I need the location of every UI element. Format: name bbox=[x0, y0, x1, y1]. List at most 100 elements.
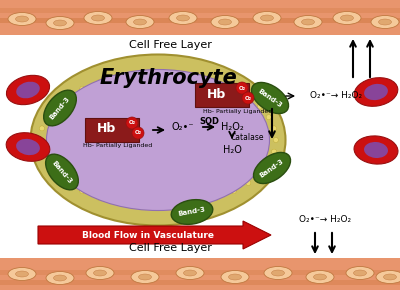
Ellipse shape bbox=[8, 267, 36, 280]
Ellipse shape bbox=[218, 19, 232, 25]
Text: O₂•⁻→ H₂O₂: O₂•⁻→ H₂O₂ bbox=[299, 215, 351, 224]
Circle shape bbox=[176, 203, 181, 208]
Ellipse shape bbox=[46, 70, 270, 211]
Ellipse shape bbox=[44, 90, 76, 126]
Circle shape bbox=[266, 115, 271, 120]
Circle shape bbox=[132, 127, 144, 139]
Circle shape bbox=[214, 80, 220, 85]
Text: Hb- Partially Liganded: Hb- Partially Liganded bbox=[83, 144, 153, 148]
Ellipse shape bbox=[302, 19, 314, 25]
Circle shape bbox=[156, 71, 160, 76]
Circle shape bbox=[258, 104, 262, 109]
Text: O₂: O₂ bbox=[238, 86, 246, 90]
Circle shape bbox=[258, 171, 262, 176]
Ellipse shape bbox=[228, 274, 242, 280]
Bar bbox=[0, 280, 400, 285]
Bar bbox=[0, 8, 400, 13]
Circle shape bbox=[242, 92, 254, 104]
Ellipse shape bbox=[92, 15, 104, 21]
Circle shape bbox=[80, 189, 85, 194]
Ellipse shape bbox=[272, 270, 284, 276]
Ellipse shape bbox=[264, 267, 292, 280]
Ellipse shape bbox=[46, 271, 74, 284]
Circle shape bbox=[196, 200, 201, 205]
Ellipse shape bbox=[54, 275, 66, 281]
Circle shape bbox=[96, 80, 102, 85]
Ellipse shape bbox=[46, 154, 78, 190]
Text: SOD: SOD bbox=[199, 117, 219, 126]
Text: H₂O₂: H₂O₂ bbox=[221, 122, 243, 132]
Circle shape bbox=[40, 149, 44, 154]
Ellipse shape bbox=[333, 12, 361, 24]
Circle shape bbox=[115, 200, 120, 205]
Circle shape bbox=[54, 104, 58, 109]
Text: O₂•⁻: O₂•⁻ bbox=[172, 122, 194, 132]
Text: Erythrocyte: Erythrocyte bbox=[99, 68, 237, 88]
Bar bbox=[0, 0, 400, 35]
Ellipse shape bbox=[171, 200, 213, 224]
Ellipse shape bbox=[16, 82, 40, 98]
Ellipse shape bbox=[294, 15, 322, 28]
Circle shape bbox=[40, 126, 44, 131]
Text: O₂: O₂ bbox=[134, 130, 142, 135]
Text: Band-3: Band-3 bbox=[178, 207, 206, 218]
Ellipse shape bbox=[6, 75, 50, 105]
Text: Hb- Partially Liganded: Hb- Partially Liganded bbox=[203, 108, 273, 113]
Bar bbox=[0, 35, 400, 258]
Circle shape bbox=[273, 137, 278, 142]
Ellipse shape bbox=[252, 82, 288, 114]
Text: Hb: Hb bbox=[206, 88, 226, 101]
Text: Cell Free Layer: Cell Free Layer bbox=[128, 40, 212, 50]
Ellipse shape bbox=[8, 12, 36, 26]
Circle shape bbox=[65, 180, 70, 186]
Circle shape bbox=[80, 86, 85, 91]
Circle shape bbox=[54, 171, 58, 176]
Ellipse shape bbox=[354, 136, 398, 164]
Circle shape bbox=[115, 75, 120, 80]
Ellipse shape bbox=[30, 55, 286, 226]
Ellipse shape bbox=[86, 267, 114, 280]
Circle shape bbox=[272, 149, 276, 154]
Ellipse shape bbox=[169, 12, 197, 24]
Ellipse shape bbox=[184, 270, 196, 276]
FancyBboxPatch shape bbox=[195, 83, 249, 107]
Ellipse shape bbox=[94, 270, 106, 276]
FancyBboxPatch shape bbox=[85, 118, 139, 142]
Ellipse shape bbox=[134, 19, 146, 25]
Text: O₂: O₂ bbox=[128, 121, 136, 126]
Ellipse shape bbox=[84, 12, 112, 24]
Ellipse shape bbox=[354, 78, 398, 106]
Ellipse shape bbox=[16, 16, 28, 22]
Text: O₂•⁻→ H₂O₂: O₂•⁻→ H₂O₂ bbox=[310, 92, 362, 101]
Ellipse shape bbox=[138, 274, 152, 280]
Ellipse shape bbox=[340, 15, 354, 21]
Text: H₂O: H₂O bbox=[222, 145, 242, 155]
Ellipse shape bbox=[371, 15, 399, 28]
Ellipse shape bbox=[253, 12, 281, 24]
Circle shape bbox=[96, 195, 102, 200]
Text: Catalase: Catalase bbox=[230, 133, 264, 142]
Ellipse shape bbox=[16, 271, 28, 277]
Circle shape bbox=[45, 160, 50, 165]
Text: O₂: O₂ bbox=[244, 95, 252, 101]
Circle shape bbox=[272, 126, 276, 131]
Ellipse shape bbox=[306, 271, 334, 284]
Circle shape bbox=[231, 86, 236, 91]
Circle shape bbox=[126, 117, 138, 129]
Circle shape bbox=[176, 72, 181, 77]
Circle shape bbox=[196, 75, 201, 80]
Text: Band-3: Band-3 bbox=[51, 160, 73, 184]
Ellipse shape bbox=[364, 84, 388, 100]
Circle shape bbox=[135, 203, 140, 208]
Circle shape bbox=[45, 115, 50, 120]
Text: Blood Flow in Vasculature: Blood Flow in Vasculature bbox=[82, 231, 214, 240]
Ellipse shape bbox=[364, 142, 388, 158]
Ellipse shape bbox=[221, 271, 249, 284]
Ellipse shape bbox=[378, 19, 392, 25]
Text: Cell Free Layer: Cell Free Layer bbox=[128, 243, 212, 253]
Ellipse shape bbox=[260, 15, 274, 21]
Circle shape bbox=[246, 180, 251, 186]
Text: Band-3: Band-3 bbox=[49, 95, 71, 121]
Circle shape bbox=[65, 95, 70, 99]
Bar bbox=[0, 258, 400, 290]
